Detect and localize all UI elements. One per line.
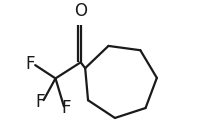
Text: F: F <box>61 99 70 117</box>
Text: F: F <box>25 55 35 73</box>
Text: O: O <box>74 2 87 20</box>
Text: F: F <box>36 93 45 111</box>
